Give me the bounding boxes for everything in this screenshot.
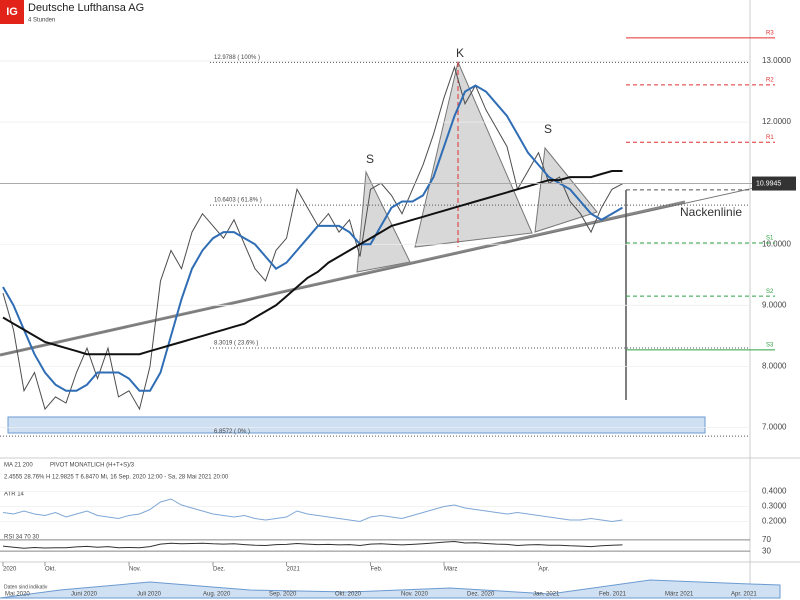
last-price-label: 10.9945 (756, 180, 781, 187)
fib-label: 10.6403 ( 61.8% ) (214, 198, 262, 204)
series-line (2, 84, 624, 392)
last-price-box (752, 176, 796, 191)
logo: IG (6, 6, 18, 18)
y-tick-label: 0.3000 (762, 502, 787, 511)
x-tick-label: Feb. (371, 567, 383, 573)
navigator-label: Jan. 2021 (533, 592, 560, 598)
y-tick-label: 12.0000 (762, 117, 791, 126)
navigator-label: Sep. 2020 (269, 592, 297, 598)
series-line (2, 170, 623, 356)
pattern-label: S (366, 152, 374, 166)
y-tick-label: 70 (762, 535, 771, 544)
pivot-label: R1 (766, 135, 774, 141)
navigator-label: März 2021 (665, 592, 694, 598)
x-tick-label: März (444, 567, 457, 573)
navigator-label: Juni 2020 (71, 592, 98, 598)
fib-label: 6.8572 ( 0% ) (214, 429, 250, 435)
neckline-extension (0, 179, 791, 356)
x-tick-label: Nov. (129, 567, 141, 573)
y-tick-label: 30 (762, 546, 771, 555)
y-tick-label: 7.0000 (762, 423, 787, 432)
support-zone (7, 416, 706, 434)
pivot-label: R2 (766, 77, 774, 83)
rsi-title: RSI 34 70 30 (4, 535, 40, 541)
x-tick-label: Okt. (45, 567, 56, 573)
legend-pivot: PIVOT MONATLICH (H+T+S)/3 (50, 463, 135, 469)
pattern-label: S (544, 122, 552, 136)
navigator-label: Aug. 2020 (203, 592, 231, 598)
x-tick-label: Apr. (539, 567, 550, 573)
y-tick-label: 0.2000 (762, 517, 787, 526)
legend-stats: 2.4555 28.76% H 12.9825 T 6.8470 Mi, 16 … (4, 475, 229, 481)
navigator-label: Feb. 2021 (599, 592, 627, 598)
series-line (2, 540, 623, 549)
navigator-label: Nov. 2020 (401, 592, 429, 598)
x-tick-label: 2021 (287, 567, 301, 573)
instrument-title: Deutsche Lufthansa AG (28, 2, 144, 14)
atr-title: ATR 14 (4, 492, 25, 498)
right-shoulder-shape (534, 146, 598, 233)
navigator-label: Dez. 2020 (467, 592, 495, 598)
y-tick-label: 10.0000 (762, 239, 791, 248)
pattern-label: K (456, 46, 464, 60)
head-shape (414, 60, 533, 248)
fib-label: 8.3019 ( 23.6% ) (214, 341, 258, 347)
navigator-label: Juli 2020 (137, 592, 162, 598)
navigator-label: Okt. 2020 (335, 592, 362, 598)
pivot-label: R3 (766, 30, 774, 36)
navigator-label: Mai 2020 (5, 592, 30, 598)
navigator-label: Apr. 2021 (731, 592, 757, 598)
pivot-label: S2 (766, 289, 774, 295)
y-tick-label: 0.4000 (762, 487, 787, 496)
disclaimer: Daten sind indikativ (4, 584, 48, 590)
logo-box (0, 0, 24, 24)
pivot-label: S3 (766, 342, 774, 348)
legend-ma: MA 21 200 (4, 463, 33, 469)
interval: 4 Stunden (28, 18, 55, 24)
series-line (2, 498, 623, 523)
x-tick-label: Dez. (213, 567, 226, 573)
y-tick-label: 13.0000 (762, 56, 791, 65)
y-tick-label: 8.0000 (762, 362, 787, 371)
y-tick-label: 9.0000 (762, 300, 787, 309)
pivot-label: S1 (766, 236, 774, 242)
navigator-area (0, 579, 781, 599)
fib-label: 12.9788 ( 100% ) (214, 55, 260, 61)
neckline-label: Nackenlinie (680, 205, 742, 219)
series-line (2, 65, 623, 411)
x-tick-label: 2020 (3, 567, 17, 573)
